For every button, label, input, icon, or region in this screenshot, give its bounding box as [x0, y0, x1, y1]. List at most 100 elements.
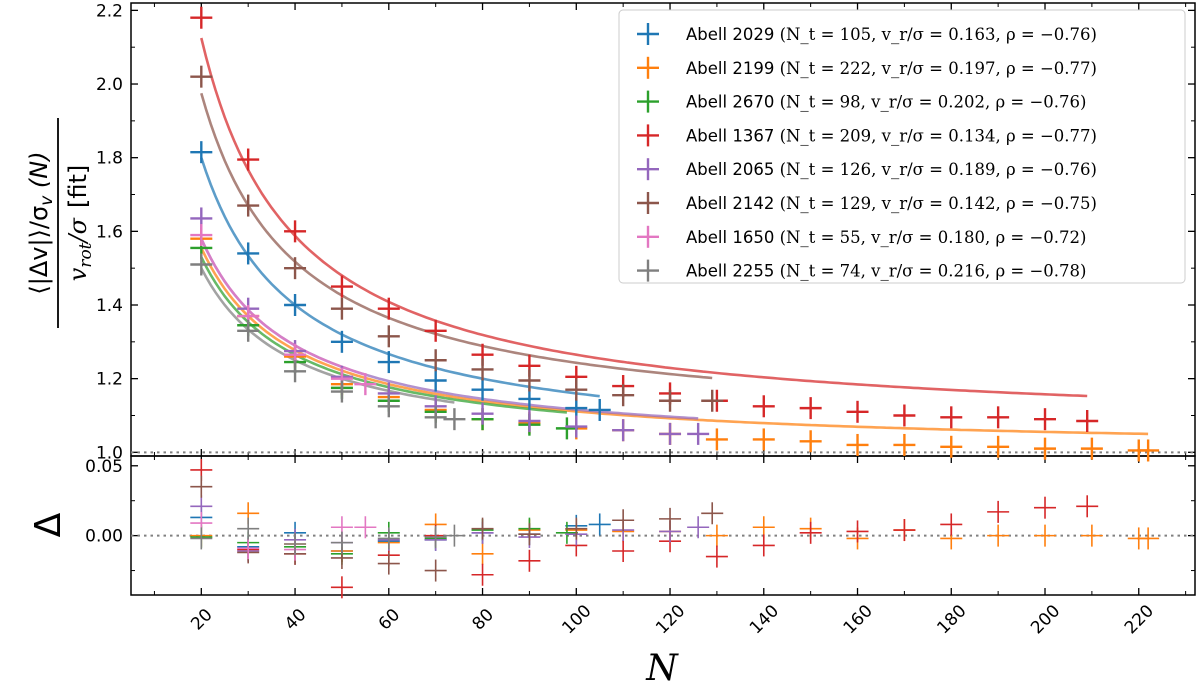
residual-y-ticks: 0.00 0.05	[85, 457, 1195, 572]
main-point-abell-2142	[424, 349, 447, 372]
main-y-tick-label: 1.0	[96, 443, 123, 463]
main-point-abell-2065	[612, 419, 635, 442]
main-point-abell-2029	[190, 141, 213, 164]
fit-curve-abell-2142	[200, 92, 713, 380]
main-point-abell-2255	[190, 253, 213, 276]
legend-stats: (N_t = 129, v_r/σ = 0.142, ρ = −0.75)	[780, 194, 1097, 213]
x-tick-label: 200	[1027, 601, 1064, 638]
main-point-abell-2065	[518, 410, 541, 433]
legend-label-abell-2029: Abell 2029 (N_t = 105, v_r/σ = 0.163, ρ …	[686, 25, 1097, 44]
legend-label-abell-1367: Abell 1367 (N_t = 209, v_r/σ = 0.134, ρ …	[686, 126, 1097, 145]
legend-stats: (N_t = 55, v_r/σ = 0.180, ρ = −0.72)	[780, 228, 1087, 247]
legend-marker-abell-2199	[637, 56, 659, 79]
residual-point-abell-2255	[443, 524, 466, 547]
legend-box	[618, 9, 1186, 284]
residual-point-abell-1367	[330, 576, 353, 599]
legend-label-abell-2142: Abell 2142 (N_t = 129, v_r/σ = 0.142, ρ …	[686, 194, 1097, 213]
residual-point-abell-2255	[190, 527, 213, 550]
residual-point-abell-2255	[237, 517, 260, 540]
residual-point-abell-2142	[471, 517, 494, 540]
fit-curve-abell-2199	[200, 247, 1149, 436]
legend-label-abell-2670: Abell 2670 (N_t = 98, v_r/σ = 0.202, ρ =…	[686, 93, 1086, 112]
residual-point-abell-2199	[1034, 524, 1057, 547]
x-tick-label: 80	[469, 605, 498, 634]
fit-curve-abell-1650	[200, 238, 366, 376]
residual-point-abell-2142	[424, 559, 447, 582]
main-point-abell-2142	[471, 358, 494, 381]
residual-point-abell-1367	[705, 545, 728, 568]
residual-point-abell-2199	[471, 542, 494, 565]
legend-name: Abell 2029	[686, 25, 780, 44]
main-point-abell-2255	[284, 360, 307, 383]
main-point-abell-2029	[565, 397, 588, 420]
residual-plot-frame	[130, 455, 1196, 596]
main-point-abell-2199	[799, 430, 822, 453]
main-point-abell-2142	[518, 369, 541, 392]
main-point-abell-2142	[190, 65, 213, 88]
legend-name: Abell 2255	[686, 262, 780, 281]
x-tick-label: 60	[375, 605, 404, 634]
legend-name: Abell 1650	[686, 228, 780, 247]
residual-point-abell-2670	[555, 521, 578, 544]
residual-point-abell-2142	[701, 502, 724, 525]
fit-curves	[200, 37, 1149, 436]
fit-curve-abell-2670	[200, 256, 568, 414]
main-point-abell-2142	[612, 384, 635, 407]
residual-y-axis-title: Δ	[28, 512, 69, 537]
legend: Abell 2029 (N_t = 105, v_r/σ = 0.163, ρ …	[618, 9, 1186, 284]
residual-point-abell-2065	[687, 516, 710, 539]
residual-point-abell-1367	[799, 521, 822, 544]
residual-point-abell-1367	[752, 534, 775, 557]
main-point-abell-2199	[752, 428, 775, 451]
main-point-abell-1367	[284, 220, 307, 243]
main-point-abell-1367	[846, 400, 869, 423]
main-point-abell-2199	[987, 435, 1010, 458]
residual-point-abell-1367	[940, 513, 963, 536]
legend-name: Abell 1367	[686, 126, 780, 145]
legend-marker-abell-2255	[637, 259, 659, 282]
main-point-abell-2029	[588, 398, 611, 421]
main-point-abell-2199	[1137, 439, 1160, 462]
x-tick-label: 100	[558, 601, 595, 638]
main-point-abell-2670	[555, 417, 578, 440]
ylabel-numerator-sub: v	[37, 195, 57, 206]
x-axis-title: N	[645, 648, 679, 689]
residual-point-abell-2255	[377, 527, 400, 550]
legend-label-abell-2199: Abell 2199 (N_t = 222, v_r/σ = 0.197, ρ …	[686, 59, 1097, 78]
residual-point-abell-1367	[893, 519, 916, 542]
main-point-abell-2255	[424, 406, 447, 429]
residual-point-abell-1367	[987, 500, 1010, 523]
residual-point-abell-2255	[424, 526, 447, 549]
main-point-abell-2029	[424, 369, 447, 392]
legend-marker-abell-2142	[637, 192, 659, 214]
x-tick-label: 140	[746, 601, 783, 638]
residual-y-tick-label: 0.00	[85, 527, 123, 547]
residual-point-abell-1367	[612, 539, 635, 562]
main-point-abell-2255	[237, 319, 260, 342]
legend-label-abell-2065: Abell 2065 (N_t = 126, v_r/σ = 0.189, ρ …	[686, 160, 1097, 179]
main-point-abell-1367	[893, 404, 916, 427]
legend-stats: (N_t = 98, v_r/σ = 0.202, ρ = −0.76)	[780, 93, 1087, 112]
main-point-abell-1367	[940, 406, 963, 429]
legend-stats: (N_t = 105, v_r/σ = 0.163, ρ = −0.76)	[780, 25, 1097, 44]
main-point-abell-2142	[565, 378, 588, 401]
main-y-ticks: 1.0 1.2 1.4 1.6 1.8 2.0 2.2	[96, 1, 1195, 463]
fit-curve-abell-2029	[200, 157, 600, 398]
svg-text:⟨|Δv|⟩/σv (N): ⟨|Δv|⟩/σv (N)	[25, 151, 57, 294]
legend-name: Abell 2670	[686, 93, 780, 112]
x-tick-label: 160	[840, 601, 877, 638]
main-point-abell-1650	[354, 373, 377, 396]
residual-point-abell-2142	[565, 517, 588, 540]
main-point-abell-1367	[330, 275, 353, 298]
residual-point-abell-2255	[284, 533, 307, 556]
legend-marker-abell-2029	[637, 23, 659, 45]
main-point-abell-2029	[518, 387, 541, 410]
x-tick-label: 120	[652, 601, 689, 638]
main-point-abell-2142	[659, 389, 682, 412]
x-tick-label: 220	[1121, 601, 1158, 638]
ylabel-numerator-tail: (N)	[25, 151, 53, 195]
main-point-abell-2065	[687, 422, 710, 445]
main-point-abell-2199	[846, 433, 869, 456]
residual-point-abell-1367	[846, 520, 869, 543]
